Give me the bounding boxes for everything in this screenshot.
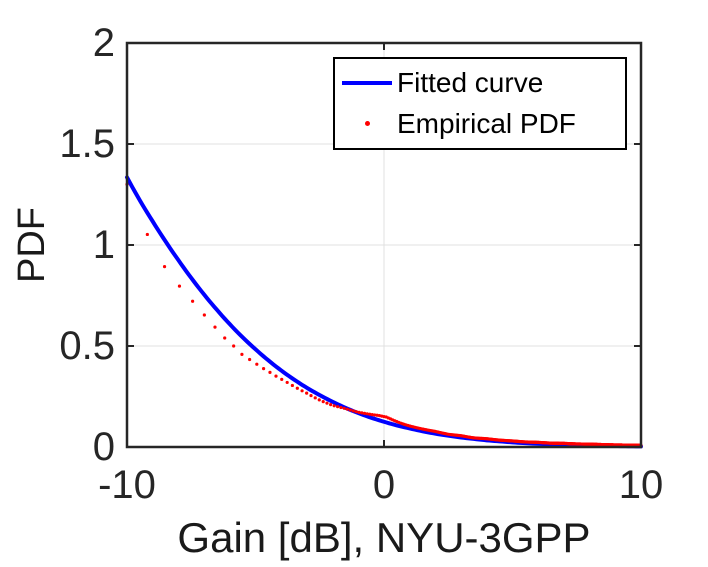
y-tick-label: 1.5: [59, 122, 115, 166]
y-tick-label: 0.5: [59, 324, 115, 368]
y-axis-label: PDF: [11, 207, 53, 283]
legend-entry-fitted-curve: Fitted curve: [335, 64, 625, 102]
y-tick-label: 2: [92, 21, 115, 65]
legend-label-empirical-pdf: Empirical PDF: [397, 107, 576, 139]
x-axis-label: Gain [dB], NYU-3GPP: [177, 514, 591, 561]
y-tick-label: 0: [92, 425, 115, 469]
legend: Fitted curve Empirical PDF: [333, 57, 627, 150]
x-tick-label: 0: [372, 463, 396, 507]
y-tick-label: 1: [92, 223, 115, 267]
legend-swatch-area: [341, 81, 393, 86]
x-tick-label: -10: [98, 463, 156, 507]
legend-entry-empirical-pdf: Empirical PDF: [335, 105, 625, 143]
x-tick-label: 10: [618, 463, 664, 507]
fitted-curve-line-swatch: [342, 81, 392, 86]
legend-label-fitted-curve: Fitted curve: [397, 67, 544, 99]
legend-swatch-area: [341, 121, 393, 127]
empirical-pdf-dot-swatch: [364, 121, 370, 127]
